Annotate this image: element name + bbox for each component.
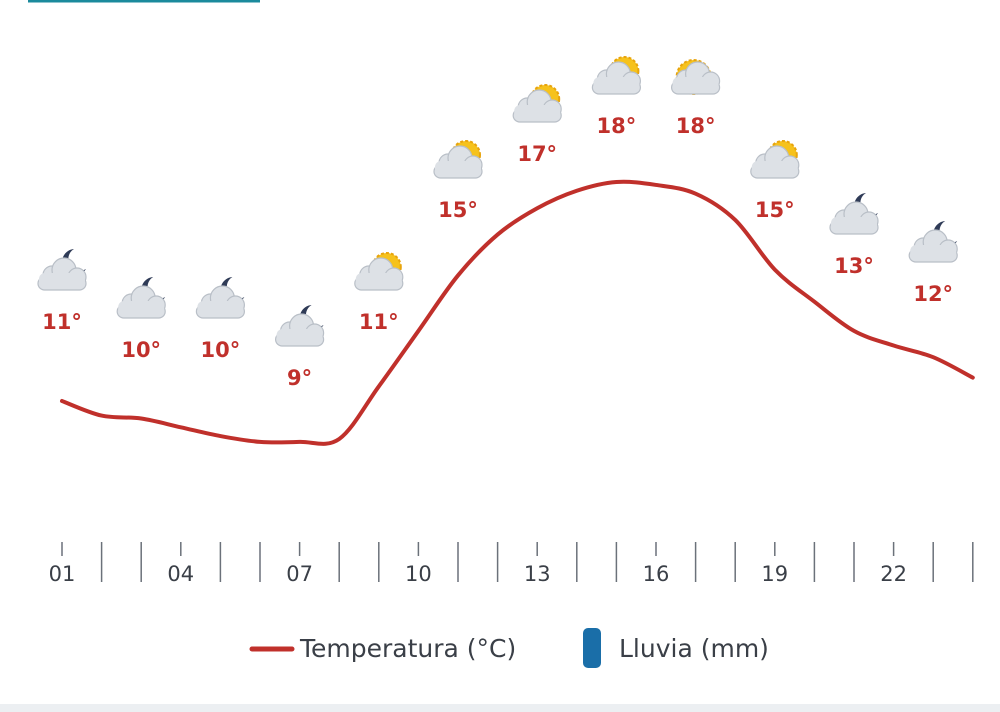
x-tick-label: 07 [286,562,313,586]
cloud-part [118,301,165,315]
x-tick-label: 04 [167,562,194,586]
weather-icon [829,193,879,235]
temperature-label: 15° [755,198,795,222]
temperature-label: 9° [287,366,312,390]
cloud-part [276,329,323,343]
temperature-label: 10° [121,338,161,362]
weather-icon [591,56,642,95]
weather-icon [750,140,800,179]
temperature-label: 11° [359,310,399,334]
x-tick-label: 19 [761,562,788,586]
bottom-border [0,704,1000,712]
cloud-part [910,245,957,259]
legend-label: Temperatura (°C) [299,634,516,663]
x-tick-label: 13 [524,562,551,586]
x-tick-label: 16 [643,562,670,586]
x-tick-label: 22 [880,562,907,586]
cloud-part [197,301,244,315]
cloud-part [831,217,877,231]
legend-swatch [583,628,601,668]
cloud-part [593,77,640,91]
temperature-label: 18° [676,114,716,138]
weather-icon [670,59,721,95]
cloud-part [39,273,85,287]
weather-icon [37,249,87,291]
weather-icon [116,277,166,319]
weather-icon [908,221,958,263]
legend: Temperatura (°C) Lluvia (mm) [249,628,769,668]
legend-label: Lluvia (mm) [619,634,769,663]
weather-icon [433,140,483,179]
temperature-line [60,179,975,446]
temperature-label: 15° [438,198,478,222]
temperature-label: 12° [913,282,953,306]
temperature-label: 17° [517,142,557,166]
cloud-part [355,273,402,287]
weather-icon [354,252,404,291]
temperature-label: 10° [201,338,241,362]
x-tick-label: 01 [49,562,76,586]
weather-icon [512,84,562,123]
temperature-label: 13° [834,254,874,278]
weather-icon [275,305,325,347]
cloud-part [435,161,481,175]
temperature-label: 11° [42,310,82,334]
weather-icon [195,277,245,319]
temperature-label: 18° [597,114,637,138]
cloud-part [751,161,798,175]
cloud-part [514,105,561,119]
cloud-part [672,77,719,91]
x-tick-label: 10 [405,562,432,586]
